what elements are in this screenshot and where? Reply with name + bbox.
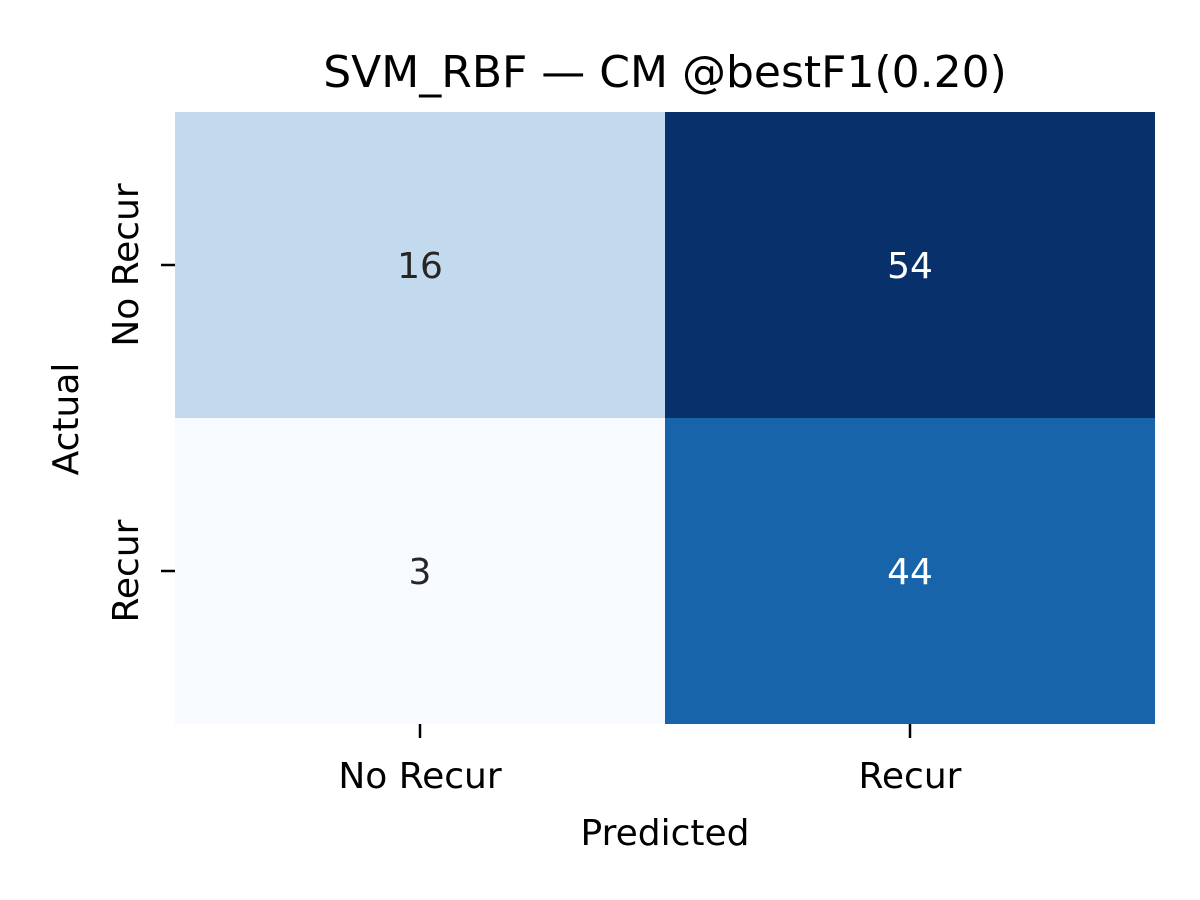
heatmap-cell-labels: 16 54 3 44 — [397, 246, 933, 593]
heatmap-cell — [665, 418, 1155, 724]
chart-title: SVM_RBF — CM @bestF1(0.20) — [323, 47, 1006, 98]
cell-value-label: 54 — [887, 246, 933, 287]
y-axis-label: Actual — [46, 363, 87, 476]
cell-value-label: 44 — [887, 552, 933, 593]
cell-value-label: 3 — [409, 552, 432, 593]
x-tick-label: Recur — [859, 756, 962, 797]
heatmap-cell — [665, 112, 1155, 418]
y-tick-label: Recur — [106, 519, 147, 622]
x-tick-label: No Recur — [338, 756, 502, 797]
x-axis-label: Predicted — [581, 813, 750, 854]
cell-value-label: 16 — [397, 246, 443, 287]
y-axis-ticks: No Recur Recur — [106, 183, 175, 622]
heatmap-cell — [175, 418, 665, 724]
y-tick-label: No Recur — [106, 183, 147, 347]
heatmap-cell — [175, 112, 665, 418]
heatmap-cells — [175, 112, 1155, 724]
x-axis-ticks: No Recur Recur — [338, 724, 962, 797]
